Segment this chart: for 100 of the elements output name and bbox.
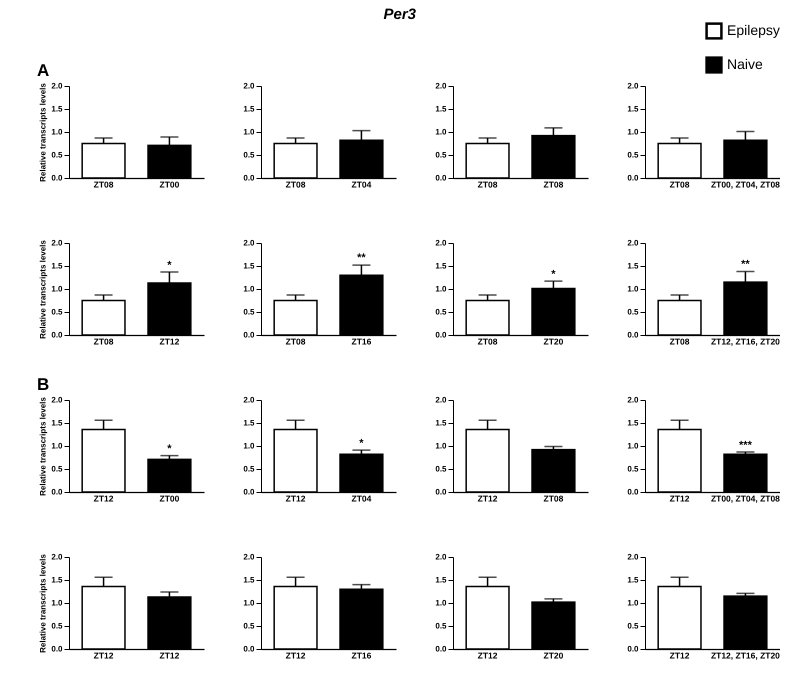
x-tick-label: ZT12 — [670, 650, 690, 660]
y-tick-label: 0.0 — [243, 488, 256, 496]
y-tick-label: 1.5 — [627, 576, 640, 584]
y-tick-label: 1.5 — [627, 418, 640, 428]
y-tick-label: 0.5 — [243, 150, 256, 160]
y-tick-label: 1.5 — [51, 262, 64, 270]
x-tick-label: ZT04 — [352, 494, 372, 504]
y-tick-label: 0.0 — [51, 330, 64, 340]
x-tick-label: ZT08 — [670, 336, 690, 346]
y-tick-label: 1.5 — [435, 418, 448, 428]
y-tick-label: 1.5 — [51, 418, 64, 428]
y-tick-label: 0.0 — [627, 330, 640, 340]
x-tick-label: ZT12, ZT16, ZT20 — [710, 336, 780, 346]
x-tick-label: ZT12 — [670, 494, 690, 504]
y-tick-label: 0.0 — [627, 174, 640, 182]
annotation: ** — [741, 258, 750, 271]
y-tick-label: 1.5 — [51, 576, 64, 584]
y-tick-label: 0.5 — [435, 150, 448, 160]
y-tick-label: 1.0 — [435, 598, 448, 608]
y-tick-label: 1.5 — [435, 104, 448, 114]
x-tick-label: ZT04 — [352, 180, 372, 190]
annotation: *** — [739, 440, 753, 452]
annotation: ** — [357, 252, 366, 264]
x-tick-label: ZT08 — [94, 180, 114, 190]
x-tick-label: ZT16 — [352, 650, 372, 660]
y-tick-label: 1.5 — [627, 262, 640, 270]
annotation: * — [167, 260, 172, 272]
y-tick-label: 0.5 — [627, 622, 640, 630]
y-tick-label: 2.0 — [51, 238, 64, 248]
text: A — [37, 61, 50, 80]
y-axis-title: Relative transcripts levels — [38, 554, 48, 653]
y-tick-label: 2.0 — [243, 82, 256, 90]
y-tick-label: 1.5 — [435, 576, 448, 584]
x-tick-label: ZT20 — [544, 336, 564, 346]
annotation: * — [359, 437, 364, 450]
y-tick-label: 0.5 — [435, 308, 448, 316]
y-tick-label: 0.0 — [51, 644, 64, 654]
y-tick-label: 1.0 — [435, 128, 448, 136]
x-tick-label: ZT12 — [160, 336, 180, 346]
x-tick-label: ZT08 — [286, 336, 306, 346]
y-tick-label: 0.5 — [627, 308, 640, 316]
y-tick-label: 0.5 — [51, 308, 64, 316]
y-axis-title: Relative transcripts levels — [38, 82, 48, 182]
y-tick-label: 1.0 — [627, 442, 640, 450]
legend-label: Epilepsy — [727, 22, 780, 38]
y-tick-label: 1.5 — [627, 104, 640, 114]
y-tick-label: 0.0 — [435, 330, 448, 340]
y-tick-label: 1.0 — [243, 598, 256, 608]
y-tick-label: 1.5 — [435, 262, 448, 270]
y-tick-label: 2.0 — [51, 396, 64, 404]
y-tick-label: 1.0 — [627, 284, 640, 294]
x-tick-label: ZT00, ZT04, ZT08 — [710, 180, 780, 190]
x-tick-label: ZT08 — [286, 180, 306, 190]
chart-title: Per3 — [383, 6, 417, 23]
x-tick-label: ZT08 — [478, 336, 498, 346]
x-tick-label: ZT08 — [544, 180, 564, 190]
y-tick-label: 1.0 — [435, 284, 448, 294]
y-tick-label: 2.0 — [243, 238, 256, 248]
y-tick-label: 0.5 — [435, 622, 448, 630]
y-axis-title: Relative transcripts levels — [38, 240, 48, 339]
annotation: * — [167, 442, 172, 455]
y-tick-label: 1.5 — [51, 104, 64, 114]
y-tick-label: 1.0 — [627, 598, 640, 608]
x-tick-label: ZT12 — [478, 650, 498, 660]
x-tick-label: ZT08 — [478, 180, 498, 190]
x-tick-label: ZT00 — [160, 180, 180, 190]
y-tick-label: 1.0 — [51, 128, 64, 136]
y-tick-label: 0.5 — [435, 464, 448, 474]
y-tick-label: 1.5 — [243, 418, 256, 428]
y-tick-label: 0.5 — [243, 308, 256, 316]
y-tick-label: 0.5 — [627, 464, 640, 474]
y-tick-label: 0.0 — [435, 644, 448, 654]
y-tick-label: 2.0 — [435, 396, 448, 404]
x-tick-label: ZT12 — [478, 494, 498, 504]
y-axis-title: Relative transcripts levels — [38, 396, 48, 496]
y-tick-label: 1.0 — [243, 284, 256, 294]
y-tick-label: 1.5 — [243, 262, 256, 270]
y-tick-label: 2.0 — [435, 552, 448, 562]
y-tick-label: 0.0 — [627, 488, 640, 496]
y-tick-label: 0.0 — [51, 488, 64, 496]
y-tick-label: 0.0 — [243, 174, 256, 182]
x-tick-label: ZT12 — [286, 494, 306, 504]
x-tick-label: ZT08 — [94, 336, 114, 346]
y-tick-label: 1.5 — [243, 104, 256, 114]
y-tick-label: 0.0 — [627, 644, 640, 654]
y-tick-label: 1.0 — [51, 442, 64, 450]
x-tick-label: ZT00 — [160, 494, 180, 504]
y-tick-label: 1.5 — [243, 576, 256, 584]
x-tick-label: ZT12 — [160, 650, 180, 660]
y-tick-label: 0.5 — [51, 464, 64, 474]
y-tick-label: 2.0 — [243, 396, 256, 404]
y-tick-label: 0.5 — [243, 464, 256, 474]
y-tick-label: 2.0 — [627, 396, 640, 404]
y-tick-label: 1.0 — [51, 598, 64, 608]
y-tick-label: 2.0 — [435, 238, 448, 248]
x-tick-label: ZT08 — [544, 494, 564, 504]
x-tick-label: ZT00, ZT04, ZT08 — [710, 494, 780, 504]
y-tick-label: 0.0 — [435, 174, 448, 182]
text: B — [37, 375, 50, 394]
y-tick-label: 1.0 — [627, 128, 640, 136]
